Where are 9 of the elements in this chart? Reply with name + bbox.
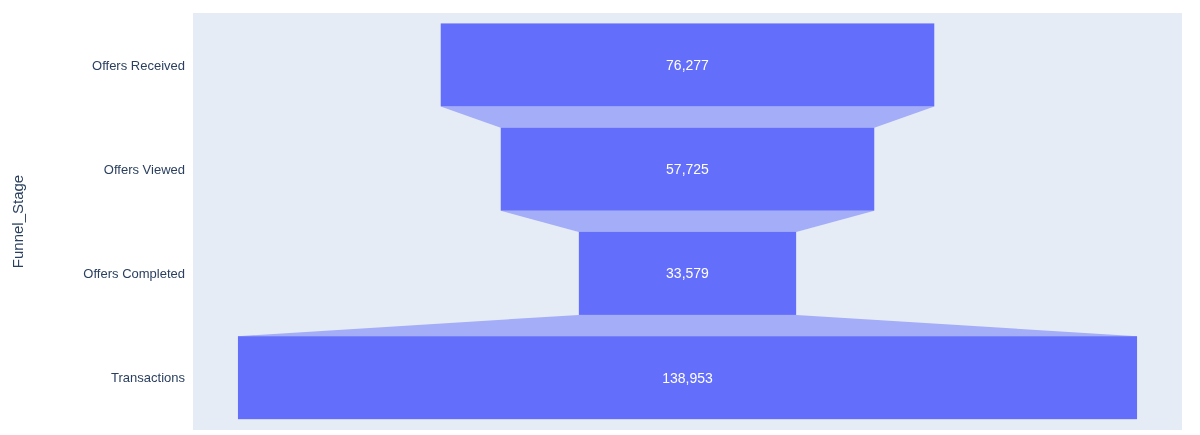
category-label: Offers Completed [83, 266, 185, 282]
category-label: Offers Viewed [103, 161, 185, 177]
category-label: Transactions [111, 370, 186, 386]
category-label: Offers Received [92, 57, 185, 73]
data-label: 57,725 [666, 161, 710, 178]
data-label: 138,953 [662, 369, 714, 386]
text: Funnel_Stage [9, 174, 27, 269]
data-label: 76,277 [666, 56, 710, 73]
data-label: 33,579 [666, 265, 710, 282]
